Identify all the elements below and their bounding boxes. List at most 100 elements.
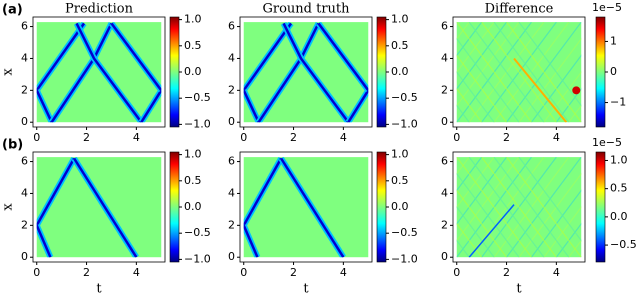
y-tick-label: 6: [21, 155, 28, 168]
heatmap-pattern-line: [73, 157, 138, 258]
colorbar-tick-label: 1.0: [610, 153, 628, 166]
panel-title: Ground truth: [262, 2, 350, 17]
panel: 0 2 4 0 2 4 6 Ground truth −1.0 −0.5 0.0 0.5 1.0: [228, 2, 418, 145]
colorbar: [169, 16, 180, 128]
heatmap-pattern: [456, 157, 582, 258]
plot-frame: [32, 16, 166, 128]
x-tick-label: 2: [503, 131, 510, 144]
heatmap-pattern-line: [456, 189, 508, 258]
heatmap-pattern-line: [468, 157, 545, 258]
x-axis-label: t: [516, 282, 522, 297]
x-tick-label: 4: [133, 266, 140, 279]
colorbar-tick-label: −0.5: [391, 91, 418, 104]
heatmap-pattern-line: [456, 172, 520, 258]
heatmap-pattern-line: [36, 22, 86, 92]
heatmap-pattern-line: [506, 22, 582, 123]
y-tick-label: 0: [228, 115, 235, 128]
colorbar-tick-label: 0.5: [184, 174, 202, 187]
heatmap-pattern: [243, 22, 369, 123]
y-tick-label: 4: [21, 186, 28, 199]
y-tick-label: 0: [21, 250, 28, 263]
heatmap-image: [36, 22, 162, 123]
colorbar-tick-label: −0.5: [184, 91, 211, 104]
colorbar-tick-label: −1.0: [391, 252, 418, 265]
heatmap-pattern-line: [280, 157, 345, 258]
heatmap-pattern-line: [456, 37, 520, 123]
y-tick-label: 2: [441, 218, 448, 231]
y-tick-label: 2: [228, 218, 235, 231]
colorbar: [169, 151, 180, 263]
x-tick-label: 4: [133, 131, 140, 144]
colorbar-tick-label: 0.5: [184, 39, 202, 52]
panel-title: Difference: [485, 2, 554, 17]
y-tick-label: 0: [21, 115, 28, 128]
y-tick-label: 6: [441, 155, 448, 168]
x-axis-label: t: [303, 282, 309, 297]
y-tick-label: 4: [441, 51, 448, 64]
heatmap-pattern-line: [456, 157, 532, 258]
colorbar-tick-label: 0.0: [391, 200, 409, 213]
colorbar-tick-label: 0.0: [184, 65, 202, 78]
heatmap-pattern: [36, 22, 162, 123]
heatmap-pattern-line: [243, 157, 283, 226]
y-tick-label: 2: [21, 218, 28, 231]
heatmap-pattern-line: [456, 206, 495, 258]
panel: 0 2 4 0 2 4 6 t −0.5 0.0 0.5 1.0 1e−5: [441, 136, 637, 297]
colorbar-tick-label: 0: [610, 65, 617, 78]
heatmap-pattern: [36, 157, 139, 258]
y-tick-label: 0: [441, 250, 448, 263]
x-tick-label: 4: [553, 131, 560, 144]
heatmap-pattern-line: [493, 22, 570, 123]
heatmap-image: [243, 22, 369, 123]
heatmap-pattern-line: [468, 204, 515, 258]
colorbar-scale-label: 1e−5: [592, 1, 622, 14]
colorbar-tick-label: −1: [610, 96, 626, 109]
y-tick-label: 6: [21, 20, 28, 33]
plot-frame: [452, 16, 586, 128]
heatmap-pattern-line: [513, 57, 568, 123]
colorbar-tick-label: −0.5: [184, 226, 211, 239]
colorbar-tick-label: 0.5: [610, 182, 628, 195]
colorbar-scale-label: 1e−5: [592, 136, 622, 149]
heatmap-pattern-line: [36, 224, 52, 258]
heatmap-image: [243, 157, 369, 258]
y-tick-label: 4: [21, 51, 28, 64]
panel: 0 2 4 0 2 4 6 Prediction x (a) −1.0 −0.5 0.0 0.5 1.0: [1, 2, 211, 145]
plot-frame: [239, 151, 373, 263]
heatmap-pattern-line: [481, 157, 557, 258]
heatmap-pattern-line: [243, 224, 259, 258]
colorbar: [595, 151, 606, 263]
y-tick-label: 6: [441, 20, 448, 33]
heatmap-pattern-line: [518, 157, 582, 242]
heatmap-pattern-line: [468, 22, 545, 123]
plot-frame: [452, 151, 586, 263]
colorbar-tick-label: 0.0: [391, 65, 409, 78]
x-tick-label: 4: [340, 266, 347, 279]
x-tick-label: 0: [33, 266, 40, 279]
heatmap-pattern-line: [243, 22, 293, 92]
x-tick-label: 2: [503, 266, 510, 279]
colorbar-tick-label: 0.5: [391, 39, 409, 52]
heatmap-pattern-line: [456, 22, 532, 123]
x-tick-label: 0: [453, 266, 460, 279]
colorbar-tick-label: 1: [610, 34, 617, 47]
colorbar-tick-label: −0.5: [391, 226, 418, 239]
x-tick-label: 2: [83, 131, 90, 144]
y-tick-label: 4: [228, 51, 235, 64]
panel: 0 2 4 0 2 4 6 t −1.0 −0.5 0.0 0.5 1.0: [228, 148, 418, 297]
heatmap-pattern-line: [317, 22, 369, 92]
heatmap-image: [36, 157, 162, 258]
colorbar-tick-label: 0.0: [184, 200, 202, 213]
colorbar-tick-label: 1.0: [391, 13, 409, 26]
y-axis-label: x: [1, 203, 16, 211]
panel: 0 2 4 0 2 4 6 Difference −1 0 1 1e−5: [441, 1, 626, 144]
panel: 0 2 4 0 2 4 6 x t (b) −1.0 −0.5 0.0 0.5 1.0: [1, 138, 211, 297]
y-axis-label: x: [1, 68, 16, 76]
x-axis-label: t: [96, 282, 102, 297]
heatmap-pattern-line: [456, 239, 470, 258]
y-tick-label: 2: [441, 83, 448, 96]
colorbar-tick-label: 1.0: [184, 148, 202, 161]
colorbar-tick-label: 0.0: [610, 210, 628, 223]
x-tick-label: 2: [83, 266, 90, 279]
